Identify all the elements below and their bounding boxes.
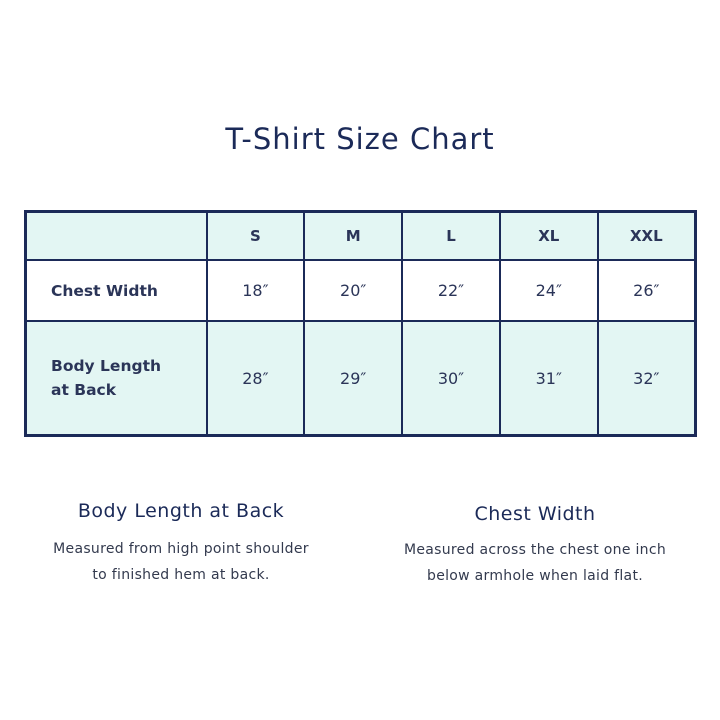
header-cell-s: S (205, 210, 306, 262)
table-cell: 28″ (205, 320, 306, 437)
table-row-chest-width: Chest Width 18″ 20″ 22″ 24″ 26″ (24, 259, 697, 323)
table-cell: 32″ (596, 320, 697, 437)
row-label-line2: at Back (51, 381, 117, 400)
header-row: S M L XL XXL (24, 210, 697, 262)
table-row-body-length: Body Length at Back 28″ 29″ 30″ 31″ 32″ (24, 320, 697, 437)
row-label: Body Length at Back (24, 320, 208, 437)
table-cell: 20″ (303, 259, 404, 323)
table-cell: 31″ (498, 320, 599, 437)
description-line: Measured across the chest one inch (403, 542, 667, 558)
description-line: Measured from high point shoulder (53, 541, 309, 557)
table-cell: 18″ (205, 259, 306, 323)
description-line: below armhole when laid flat. (427, 568, 643, 584)
table-cell: 22″ (401, 259, 501, 323)
section-heading: Body Length at Back (77, 500, 285, 522)
size-table: S M L XL XXL Chest Width 18″ 20″ 22″ 24″… (24, 210, 697, 437)
body-length-section: Body Length at Back Measured from high p… (16, 500, 346, 588)
row-label: Chest Width (24, 259, 208, 323)
section-heading: Chest Width (474, 503, 596, 525)
table-cell: 30″ (401, 320, 501, 437)
description-line: to finished hem at back. (92, 567, 270, 583)
table-cell: 29″ (303, 320, 404, 437)
table-cell: 24″ (498, 259, 599, 323)
section-description: Measured across the chest one inch below … (370, 537, 700, 589)
header-cell-m: M (303, 210, 404, 262)
row-label-line1: Body Length (51, 357, 162, 376)
header-cell-l: L (401, 210, 501, 262)
header-cell-xl: XL (498, 210, 599, 262)
header-cell-xxl: XXL (596, 210, 697, 262)
page-title: T-Shirt Size Chart (225, 122, 495, 156)
section-description: Measured from high point shoulder to fini… (16, 536, 346, 588)
chest-width-section: Chest Width Measured across the chest on… (370, 503, 700, 589)
header-cell-empty (24, 210, 208, 262)
table-cell: 26″ (596, 259, 697, 323)
